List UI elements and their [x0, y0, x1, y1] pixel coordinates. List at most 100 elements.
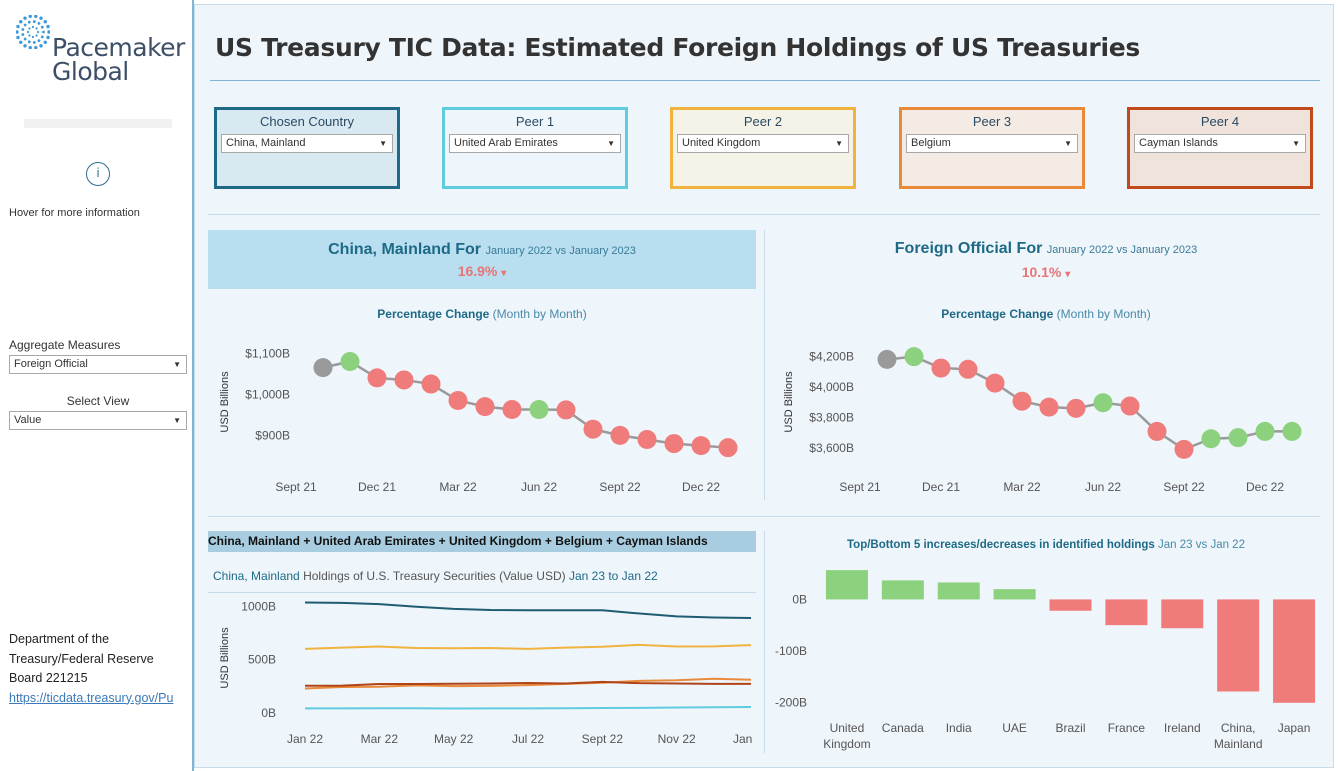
peer-2-dropdown[interactable]: United Kingdom ▼ [677, 134, 849, 153]
holdings-label: Holdings of U.S. Treasury Securities [303, 569, 496, 583]
x-tick-label: Sept 22 [582, 732, 624, 746]
series-line [322, 360, 729, 449]
filter-peer-3: Peer 3 Belgium ▼ [899, 107, 1085, 189]
logo-dot [28, 27, 31, 30]
y-tick-label: 0B [261, 706, 276, 720]
peer-1-dropdown[interactable]: United Arab Emirates ▼ [449, 134, 621, 153]
data-point [1093, 393, 1113, 413]
logo-dot [37, 21, 41, 25]
info-icon[interactable]: i [86, 162, 110, 186]
data-point [1174, 439, 1194, 459]
source-text: Department of the Treasury/Federal Reser… [9, 632, 154, 685]
section-divider [208, 516, 1320, 517]
data-point [718, 438, 738, 458]
bar [1217, 599, 1260, 692]
y-axis-title: USD Billions [219, 627, 231, 689]
x-tick-label: May 22 [434, 732, 474, 746]
logo-dot [34, 46, 38, 49]
data-point [502, 400, 522, 420]
source-link[interactable]: https://ticdata.treasury.gov/Pu [9, 690, 174, 705]
bar [1105, 599, 1148, 626]
logo-dot [35, 27, 38, 30]
logo-placeholder-bar [24, 119, 172, 128]
y-axis-title: USD Billions [783, 371, 795, 433]
kpi-period: January 2022 vs January 2023 [1046, 244, 1198, 256]
logo-dot [34, 15, 38, 18]
data-point [421, 374, 441, 394]
logo-dot [36, 30, 40, 34]
section-divider [208, 214, 1320, 215]
y-tick-label: $3,800B [809, 410, 854, 424]
series-line [304, 643, 752, 650]
holdings-title: China, Mainland Holdings of U.S. Treasur… [213, 569, 658, 583]
series-line [886, 355, 1292, 451]
chosen-country-dropdown[interactable]: China, Mainland ▼ [221, 134, 393, 153]
aggregate-measures-dropdown[interactable]: Foreign Official ▼ [9, 355, 187, 374]
filter-peer-4: Peer 4 Cayman Islands ▼ [1127, 107, 1313, 189]
data-point [394, 370, 414, 390]
peer-4-dropdown[interactable]: Cayman Islands ▼ [1134, 134, 1306, 153]
x-tick-label: Jun 22 [1085, 480, 1121, 494]
holdings-period: Jan 23 to Jan 22 [568, 569, 658, 583]
y-tick-label: $1,100B [245, 346, 290, 360]
data-point [877, 349, 897, 369]
filter-title: Peer 4 [1200, 114, 1240, 129]
x-tick-label: France [1108, 721, 1146, 735]
pct-change-title: Percentage Change [377, 307, 490, 321]
logo-dot [43, 40, 47, 44]
caret-down-icon: ▼ [173, 416, 181, 425]
source-note: Department of the Treasury/Federal Reser… [9, 630, 189, 708]
logo-dot [28, 46, 32, 49]
x-tick-label: India [946, 721, 972, 735]
chart-holdings-trend: USD Billions 1000B 500B 0B Jan 22 Mar 22 May 2… [219, 599, 756, 746]
filter-title: Peer 1 [515, 114, 555, 129]
caret-down-icon: ▼ [1292, 139, 1300, 148]
logo-dot [39, 44, 43, 48]
top-bottom-title: Top/Bottom 5 increases/decreases in iden… [772, 539, 1320, 551]
data-point [475, 397, 495, 417]
kpi-chosen-country-value: 16.9% ▾ [208, 263, 756, 279]
data-point [931, 358, 951, 378]
x-tick-label: Mar 22 [439, 480, 477, 494]
logo-dot [26, 30, 30, 34]
data-point [556, 400, 576, 420]
logo-dot [16, 35, 20, 40]
down-arrow-icon: ▾ [1065, 269, 1071, 280]
logo-dot [35, 34, 38, 37]
holdings-divider [208, 592, 756, 593]
y-axis-title: USD Billions [219, 371, 231, 433]
holdings-unit: (Value USD) [499, 569, 566, 583]
series-line [305, 705, 752, 710]
logo-dot [23, 44, 27, 48]
dropdown-value: United Arab Emirates [454, 137, 558, 149]
data-point [1201, 429, 1221, 449]
bar [1161, 599, 1204, 629]
logo-dot [23, 37, 27, 41]
caret-down-icon: ▼ [835, 139, 843, 148]
peer-3-dropdown[interactable]: Belgium ▼ [906, 134, 1078, 153]
logo-dot [40, 25, 44, 29]
bar [1049, 599, 1092, 611]
series-line [304, 601, 752, 619]
logo-dot [46, 24, 50, 29]
logo-dot [37, 39, 41, 43]
y-tick-label: -100B [775, 644, 807, 658]
data-point [1012, 391, 1032, 411]
holdings-country: China, Mainland [213, 569, 300, 583]
logo-dot [31, 35, 35, 39]
data-point [1120, 396, 1140, 416]
data-point [1066, 398, 1086, 418]
x-tick-label: Mainland [1214, 737, 1263, 751]
dropdown-value: China, Mainland [226, 137, 306, 149]
logo-dot [39, 16, 43, 20]
x-tick-label: Dec 22 [1246, 480, 1284, 494]
filter-chosen-country: Chosen Country China, Mainland ▼ [214, 107, 400, 189]
data-point [448, 390, 468, 410]
select-view-dropdown[interactable]: Value ▼ [9, 411, 187, 430]
y-tick-label: 500B [248, 653, 276, 667]
kpi-official-value: 10.1% ▾ [772, 264, 1320, 280]
data-point [1147, 421, 1167, 441]
x-tick-label: Japan [1278, 721, 1311, 735]
logo-dot [42, 30, 45, 34]
data-point [340, 351, 360, 371]
